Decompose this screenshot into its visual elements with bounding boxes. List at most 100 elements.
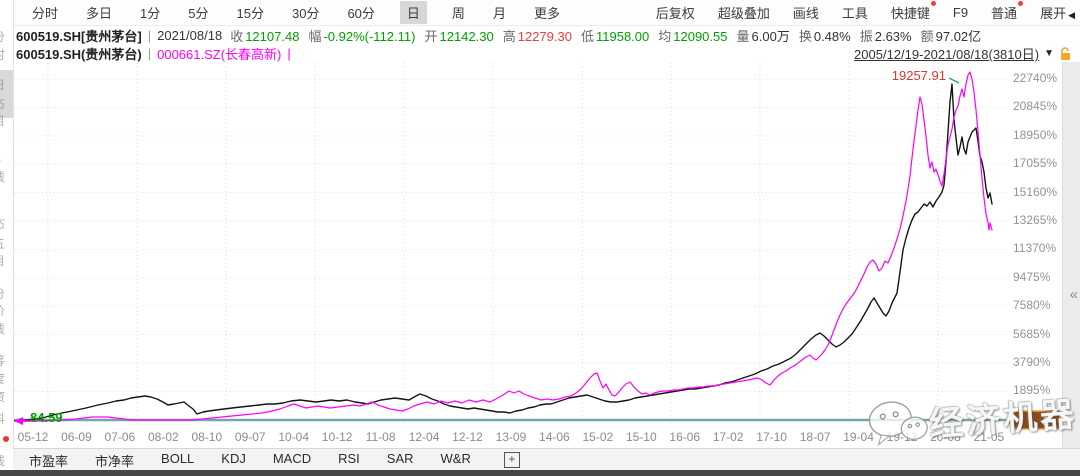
indicator-tab-MACD[interactable]: MACD <box>272 450 312 466</box>
compare-secondary-symbol[interactable]: 000661.SZ(长春高新) <box>157 47 282 62</box>
left-toolbar-glyph: 态 <box>0 95 5 112</box>
left-toolbar-glyph: 分 <box>0 285 5 302</box>
left-toolbar-glyph: 分 <box>0 28 5 45</box>
x-axis-label: 12-12 <box>452 430 483 444</box>
indicator-tab-KDJ[interactable]: KDJ <box>221 450 246 466</box>
indicator-tabs: 市盈率 市净率 BOLL KDJ MACD RSI SAR W&R <box>29 451 471 470</box>
y-axis-label: 20845% <box>1013 99 1058 114</box>
indicator-tab-RSI[interactable]: RSI <box>338 450 360 466</box>
field-value: 12107.48 <box>245 28 300 44</box>
y-axis-label: 7580% <box>1013 298 1051 313</box>
compare-primary-symbol[interactable]: 600519.SH(贵州茅台) <box>16 47 142 62</box>
x-axis-label: 08-10 <box>191 430 223 444</box>
indicator-tab-BOLL[interactable]: BOLL <box>161 450 195 466</box>
notification-dot-icon <box>930 1 936 6</box>
menu-item-60分[interactable]: 60分 <box>347 6 375 21</box>
x-axis-label: 11-08 <box>365 430 396 444</box>
x-axis-label: 15-02 <box>582 430 614 444</box>
field-label: 低 <box>580 28 594 44</box>
left-toolbar-glyph: 科 <box>0 410 5 427</box>
x-axis-label: 10-04 <box>278 430 310 444</box>
field-value: 0.48% <box>813 28 851 44</box>
field-value: 12090.55 <box>673 28 728 44</box>
x-axis-label: 12-04 <box>408 430 440 444</box>
menu-item-普通[interactable]: 普通 <box>988 1 1024 24</box>
left-toolbar-highlight <box>0 70 13 118</box>
left-toolbar-strip[interactable]: 分时日态目K线态五目分价线筹度资科线 <box>0 0 14 476</box>
right-panel-strip[interactable]: « <box>1062 62 1080 448</box>
left-toolbar-red-dot <box>3 436 9 442</box>
indicator-tab-市盈率[interactable]: 市盈率 <box>29 453 69 469</box>
x-axis-label: 19-04 <box>843 430 874 444</box>
left-toolbar-glyph: 线 <box>0 168 5 185</box>
y-axis-label: 1895% <box>1013 383 1051 398</box>
menu-item-多日[interactable]: 多日 <box>86 6 113 21</box>
field-value: 11958.00 <box>595 28 650 44</box>
menu-item-展开[interactable]: 展开 ◀ <box>1040 6 1075 21</box>
indicator-tabbar: 市盈率 市净率 BOLL KDJ MACD RSI SAR W&R + <box>13 448 1080 471</box>
menu-item-30分[interactable]: 30分 <box>291 6 320 21</box>
x-axis-label: 09-07 <box>234 430 266 444</box>
left-toolbar-glyph: K <box>0 150 1 164</box>
menu-item-月[interactable]: 月 <box>492 6 506 21</box>
collapse-arrow-icon: ◀ <box>1068 10 1075 20</box>
x-axis-label: 18-07 <box>799 430 831 444</box>
left-toolbar-glyph: 目 <box>0 252 5 269</box>
start-price-annotation: 84.59 <box>30 410 63 425</box>
info-field-换: 换 0.48% <box>799 29 851 44</box>
field-value: 12142.30 <box>439 28 494 44</box>
left-toolbar-glyph: 目 <box>0 112 5 129</box>
quote-date: 2021/08/18 <box>157 27 223 43</box>
field-label: 换 <box>798 28 812 44</box>
menu-item-后复权[interactable]: 后复权 <box>655 6 695 21</box>
field-value: 97.02亿 <box>935 28 982 44</box>
indicator-tab-市净率[interactable]: 市净率 <box>95 453 135 469</box>
svg-text:1: 1 <box>1043 414 1050 428</box>
info-field-均: 均 12090.55 <box>658 29 727 44</box>
left-toolbar-glyph: 筹 <box>0 352 5 369</box>
y-axis-label: 18950% <box>1013 127 1058 142</box>
info-field-额: 额 97.02亿 <box>921 29 982 44</box>
collapse-chevron-icon[interactable]: « <box>1069 286 1078 303</box>
x-axis-label: 13-09 <box>495 430 527 444</box>
left-toolbar-glyph: 态 <box>0 215 5 232</box>
menu-item-分时[interactable]: 分时 <box>32 6 59 21</box>
menu-item-5分[interactable]: 5分 <box>188 6 209 21</box>
quote-infobar: 600519.SH[贵州茅台] | 2021/08/18 收 12107.48 幅 -… <box>13 25 1080 45</box>
unlock-icon[interactable] <box>1059 46 1072 61</box>
indicator-tab-SAR[interactable]: SAR <box>386 450 414 466</box>
x-axis-label: 20-08 <box>930 430 961 444</box>
left-toolbar-glyph: 时 <box>0 46 5 63</box>
date-range-wrap: 2005/12/19-2021/08/18(3810日) ▼ <box>854 44 1080 63</box>
menu-item-周[interactable]: 周 <box>451 6 465 21</box>
menu-item-日[interactable]: 日 <box>399 1 427 24</box>
x-axis-label: 06-09 <box>61 430 92 444</box>
primary-symbol[interactable]: 600519.SH[贵州茅台] <box>16 28 142 44</box>
info-field-振: 振 2.63% <box>860 29 912 44</box>
field-value: 2.63% <box>874 28 912 44</box>
left-toolbar-glyph: 线 <box>0 452 5 469</box>
add-indicator-button[interactable]: + <box>503 452 520 468</box>
info-field-收: 收 12107.48 <box>230 29 299 44</box>
notification-dot-icon <box>1018 1 1024 6</box>
chevron-down-icon[interactable]: ▼ <box>1044 48 1054 59</box>
field-value: -0.92%(-112.11) <box>323 28 416 44</box>
indicator-tab-W&R[interactable]: W&R <box>440 450 471 466</box>
separator: | <box>147 27 152 43</box>
menu-item-工具[interactable]: 工具 <box>841 6 868 21</box>
wechat-icon <box>868 401 928 447</box>
max-price-annotation: 19257.91 <box>891 68 946 83</box>
menu-item-更多[interactable]: 更多 <box>533 6 560 21</box>
menu-item-15分[interactable]: 15分 <box>236 6 264 21</box>
menu-left: 分时 多日 1分 5分 15分 30分 60分 日 周 月 更多 <box>13 1 563 24</box>
menu-item-快捷键[interactable]: 快捷键 <box>888 1 936 24</box>
date-range[interactable]: 2005/12/19-2021/08/18(3810日) <box>854 47 1040 62</box>
y-axis-label: 3790% <box>1013 355 1051 369</box>
menu-item-F9[interactable]: F9 <box>952 5 969 20</box>
menu-item-超级叠加[interactable]: 超级叠加 <box>717 6 770 21</box>
menu-item-1分[interactable]: 1分 <box>140 6 161 21</box>
menu-item-画线[interactable]: 画线 <box>792 6 819 21</box>
x-axis-label: 10-12 <box>321 430 353 444</box>
info-field-开: 开 12142.30 <box>424 29 493 44</box>
